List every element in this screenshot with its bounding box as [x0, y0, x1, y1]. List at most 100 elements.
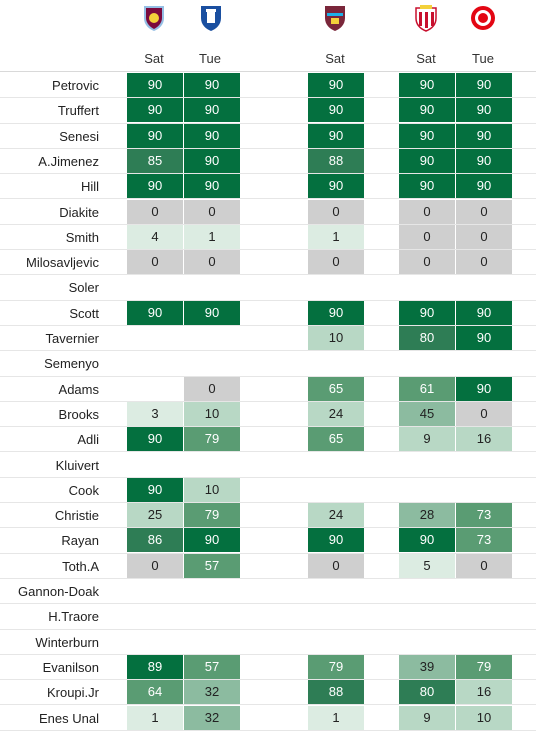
minutes-cell: 90 [399, 73, 455, 97]
player-row: Rayan 86 90 90 90 73 [0, 528, 536, 554]
everton-crest-icon [201, 6, 221, 31]
player-row: Christie 25 79 24 28 73 [0, 503, 536, 529]
minutes-cell: 80 [399, 680, 455, 705]
aston-villa-crest-icon [144, 6, 164, 31]
player-name: Hill [80, 179, 99, 195]
minutes-cell: 0 [399, 199, 455, 224]
minutes-cell: 90 [184, 300, 240, 325]
minutes-cell: 0 [308, 250, 364, 275]
minutes-cell: 88 [308, 680, 364, 705]
minutes-cell: 4 [127, 224, 183, 249]
player-row: Senesi 90 90 90 90 90 [0, 123, 536, 149]
day-label: Tue [199, 51, 221, 66]
day-label: Sat [325, 51, 345, 66]
minutes-cell: 90 [127, 123, 183, 148]
player-name: Cook [68, 482, 99, 498]
player-name: H.Traore [48, 609, 99, 625]
minutes-cell: 65 [308, 427, 364, 452]
minutes-cell: 0 [184, 199, 240, 224]
player-name: Toth.A [62, 558, 99, 574]
minutes-cell: 79 [456, 654, 512, 679]
minutes-cell: 88 [308, 148, 364, 173]
player-row: Semenyo [0, 351, 536, 377]
minutes-cell: 90 [308, 528, 364, 553]
player-name: Brooks [58, 406, 99, 422]
player-row: Truffert 90 90 90 90 90 [0, 98, 536, 124]
minutes-cell: 90 [399, 98, 455, 123]
minutes-cell: 90 [456, 174, 512, 199]
minutes-cell: 90 [456, 98, 512, 123]
player-row: Gannon-Doak [0, 579, 536, 605]
minutes-cell: 90 [127, 300, 183, 325]
minutes-cell: 0 [456, 199, 512, 224]
player-row: Hill 90 90 90 90 90 [0, 174, 536, 200]
minutes-cell: 90 [308, 73, 364, 97]
minutes-cell: 79 [308, 654, 364, 679]
minutes-cell: 65 [308, 376, 364, 401]
player-name: Adli [77, 432, 99, 448]
minutes-cell: 90 [456, 376, 512, 401]
minutes-cell: 61 [399, 376, 455, 401]
player-row: Toth.A 0 57 0 5 0 [0, 553, 536, 579]
player-row: Adli 90 79 65 9 16 [0, 427, 536, 453]
player-row: Tavernier 10 80 90 [0, 326, 536, 352]
minutes-cell: 10 [308, 326, 364, 350]
player-name: Diakite [59, 204, 99, 220]
day-label: Tue [472, 51, 494, 66]
player-name: Evanilson [42, 659, 99, 675]
header-divider [0, 71, 536, 72]
minutes-cell: 57 [184, 553, 240, 578]
player-row: Evanilson 89 57 79 39 79 [0, 654, 536, 681]
minutes-cell: 0 [456, 224, 512, 249]
minutes-cell: 90 [308, 174, 364, 199]
player-name: Soler [68, 280, 99, 296]
minutes-cell: 16 [456, 427, 512, 452]
player-row: Soler [0, 275, 536, 301]
player-row: Smith 4 1 1 0 0 [0, 224, 536, 251]
minutes-cell: 45 [399, 401, 455, 426]
brentford-crest-icon [471, 6, 495, 30]
minutes-cell: 90 [456, 326, 512, 350]
minutes-cell: 90 [184, 123, 240, 148]
player-row: Cook 90 10 [0, 477, 536, 504]
player-row: Petrovic 90 90 90 90 90 [0, 73, 536, 99]
player-name: Gannon-Doak [18, 584, 99, 599]
minutes-cell: 0 [127, 199, 183, 224]
player-name: Smith [65, 229, 99, 245]
minutes-cell: 9 [399, 705, 455, 730]
minutes-cell: 90 [399, 528, 455, 553]
fixtures-header: Sat Tue Sat Sat Tue [0, 0, 536, 72]
player-row: Kluivert [0, 453, 536, 478]
minutes-cell: 90 [399, 123, 455, 148]
minutes-cell: 1 [127, 705, 183, 730]
minutes-cell: 3 [127, 401, 183, 426]
minutes-cell: 90 [456, 73, 512, 97]
minutes-cell: 1 [184, 224, 240, 249]
minutes-cell: 79 [184, 427, 240, 452]
minutes-cell: 90 [308, 98, 364, 123]
minutes-cell: 10 [184, 401, 240, 426]
minutes-cell: 89 [127, 654, 183, 679]
player-name: Milosavljevic [26, 255, 99, 271]
player-row: H.Traore [0, 604, 536, 630]
minutes-cell: 90 [184, 174, 240, 199]
minutes-cell: 90 [399, 174, 455, 199]
minutes-cell: 0 [127, 250, 183, 275]
minutes-cell: 64 [127, 680, 183, 705]
player-name: Kluivert [55, 457, 99, 473]
minutes-cell: 10 [184, 477, 240, 502]
minutes-cell: 0 [308, 199, 364, 224]
player-name: A.Jimenez [38, 153, 99, 169]
minutes-cell: 73 [456, 528, 512, 553]
player-name: Senesi [59, 128, 99, 144]
minutes-cell: 16 [456, 680, 512, 705]
west-ham-crest-icon [325, 6, 345, 31]
minutes-cell: 24 [308, 503, 364, 528]
player-name: Winterburn [35, 634, 99, 650]
player-name: Christie [54, 508, 99, 524]
minutes-cell: 90 [456, 300, 512, 325]
player-name: Adams [58, 381, 99, 397]
minutes-cell: 5 [399, 553, 455, 578]
minutes-cell: 0 [184, 376, 240, 401]
minutes-cell: 90 [127, 73, 183, 97]
